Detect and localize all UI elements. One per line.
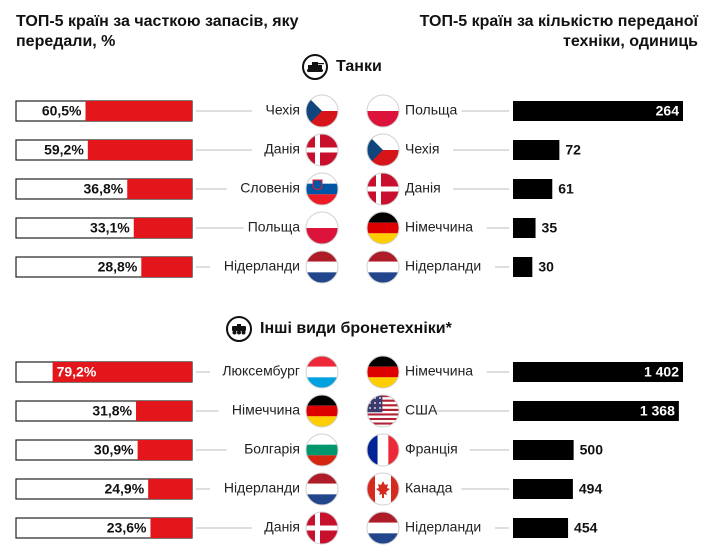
flag-dk-icon (367, 173, 399, 205)
left-country-label: Данія (264, 519, 300, 535)
section-title-armored: Інші види бронетехніки* (260, 320, 452, 337)
left-bar (87, 140, 192, 160)
left-bar-value-label: 31,8% (92, 403, 132, 419)
right-bar-value-label: 494 (579, 481, 603, 497)
flag-dk-icon (306, 134, 338, 166)
flag-nl-icon (367, 251, 399, 283)
flag-lu-icon (306, 356, 338, 388)
flag-nl-icon (306, 251, 338, 283)
right-country-label: Данія (405, 180, 441, 196)
right-bar-value-label: 500 (580, 442, 604, 458)
left-bar (136, 401, 192, 421)
flag-bg-icon (306, 434, 338, 466)
left-bar-value-label: 23,6% (107, 520, 147, 536)
left-bar (52, 362, 192, 382)
flag-dk-icon (306, 512, 338, 544)
flag-ca-icon (367, 473, 399, 505)
flag-cz-icon (306, 95, 338, 127)
left-column-title: ТОП-5 країн за часткою запасів, яку пере… (16, 13, 299, 50)
left-bar (150, 518, 192, 538)
left-country-label: Нідерланди (224, 258, 300, 274)
right-bar (513, 257, 533, 277)
right-country-label: Німеччина (405, 363, 473, 379)
left-country-label: Словенія (240, 180, 300, 196)
right-country-label: Німеччина (405, 219, 473, 235)
right-bar (513, 479, 573, 499)
right-bar (513, 401, 679, 421)
flag-de-icon (367, 356, 399, 388)
section-header-tanks: Танки (302, 54, 382, 80)
left-bar (148, 479, 192, 499)
right-country-label: Польща (405, 102, 458, 118)
left-bar-value-label: 60,5% (42, 103, 82, 119)
right-bar-value-label: 30 (538, 259, 554, 275)
left-bar-value-label: 59,2% (44, 142, 84, 158)
section-header-armored: Інші види бронетехніки* (226, 316, 452, 342)
right-bar-value-label: 61 (558, 181, 574, 197)
left-country-label: Болгарія (244, 441, 300, 457)
left-country-label: Німеччина (232, 402, 300, 418)
left-bar (133, 218, 192, 238)
flag-nl-icon (306, 473, 338, 505)
flag-pl-icon (367, 95, 399, 127)
right-bar-value-label: 454 (574, 520, 598, 536)
left-country-label: Польща (248, 219, 301, 235)
flag-nl-icon (367, 512, 399, 544)
right-bar (513, 101, 683, 121)
right-country-label: США (405, 402, 438, 418)
armored-vehicle-icon (226, 316, 252, 342)
right-bar-value-label: 1 402 (644, 364, 679, 380)
right-country-label: Франція (405, 441, 458, 457)
right-country-label: Нідерланди (405, 519, 481, 535)
right-bar-value-label: 35 (542, 220, 558, 236)
flag-si-icon (306, 173, 338, 205)
flag-de-icon (367, 212, 399, 244)
right-bar (513, 218, 536, 238)
right-country-label: Канада (405, 480, 453, 496)
left-bar-value-label: 24,9% (104, 481, 144, 497)
right-bar (513, 362, 683, 382)
flag-de-icon (306, 395, 338, 427)
right-bar (513, 440, 574, 460)
right-country-label: Чехія (405, 141, 440, 157)
left-bar (85, 101, 192, 121)
left-bar-value-label: 36,8% (84, 181, 124, 197)
right-column-title: ТОП-5 країн за кількістю переданої техні… (419, 13, 698, 50)
section-title-tanks: Танки (336, 58, 382, 75)
left-country-label: Чехія (265, 102, 300, 118)
left-country-label: Данія (264, 141, 300, 157)
left-bar-value-label: 33,1% (90, 220, 130, 236)
left-bar-value-label: 79,2% (57, 364, 97, 380)
right-bar (513, 518, 569, 538)
right-country-label: Нідерланди (405, 258, 481, 274)
left-country-label: Люксембург (222, 363, 300, 379)
right-bar (513, 179, 553, 199)
right-bar-value-label: 1 368 (640, 403, 675, 419)
flag-cz-icon (367, 134, 399, 166)
tank-icon (302, 54, 328, 80)
left-country-label: Нідерланди (224, 480, 300, 496)
flag-fr-icon (367, 434, 399, 466)
flag-us-icon (367, 395, 399, 427)
left-bar-value-label: 28,8% (98, 259, 138, 275)
right-bar-value-label: 72 (565, 142, 581, 158)
right-bar (513, 140, 560, 160)
flag-pl-icon (306, 212, 338, 244)
left-bar (127, 179, 192, 199)
left-bar-value-label: 30,9% (94, 442, 134, 458)
left-bar (137, 440, 192, 460)
right-bar-value-label: 264 (656, 103, 680, 119)
left-bar (141, 257, 192, 277)
